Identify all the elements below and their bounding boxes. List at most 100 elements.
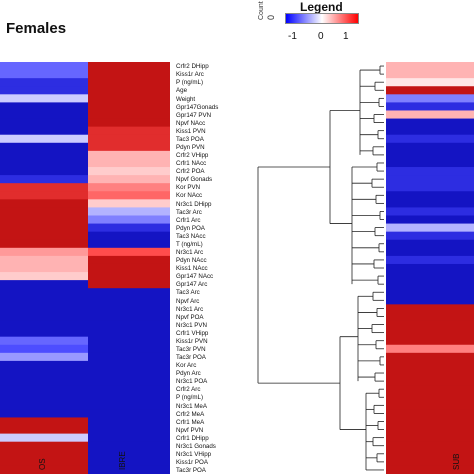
heatmap-cell bbox=[0, 150, 88, 160]
row-label: Crfr1 NAcc bbox=[176, 160, 207, 168]
heatmap-cell bbox=[88, 215, 170, 225]
heatmap-cell bbox=[88, 441, 170, 451]
heatmap-cell bbox=[88, 328, 170, 338]
heatmap-cell bbox=[386, 239, 474, 249]
heatmap-cell bbox=[386, 360, 474, 370]
heatmap-cell bbox=[0, 280, 88, 289]
legend-color-bar bbox=[285, 13, 359, 24]
heatmap-cell bbox=[0, 320, 88, 330]
heatmap-cell bbox=[88, 360, 170, 370]
row-label: Gpr147 Arc bbox=[176, 281, 208, 289]
heatmap-cell bbox=[88, 344, 170, 354]
heatmap-cell bbox=[386, 304, 474, 314]
heatmap-cell bbox=[0, 231, 88, 241]
row-label: Crfr1 Arc bbox=[176, 216, 201, 224]
row-label: Tac3r PVN bbox=[176, 345, 206, 353]
heatmap-cell bbox=[386, 425, 474, 435]
heatmap-cell bbox=[88, 86, 170, 95]
row-label: Pdyn Arc bbox=[176, 370, 201, 378]
heatmap-cell bbox=[0, 142, 88, 152]
heatmap-cell bbox=[0, 183, 88, 192]
heatmap-cell bbox=[0, 263, 88, 273]
heatmap-cell bbox=[88, 368, 170, 378]
row-label: Kiss1r Arc bbox=[176, 71, 204, 79]
heatmap-cell bbox=[386, 263, 474, 273]
heatmap-cell bbox=[88, 377, 170, 386]
row-label: Pdyn POA bbox=[176, 224, 205, 232]
row-label: Tac3r Arc bbox=[176, 208, 202, 216]
row-label: Kiss1r PVN bbox=[176, 337, 208, 345]
row-label: Nr3c1 Gonads bbox=[176, 442, 216, 450]
heatmap-cell bbox=[88, 199, 170, 209]
heatmap-cell bbox=[0, 247, 88, 257]
heatmap-cell bbox=[386, 231, 474, 241]
row-label: T (ng/mL) bbox=[176, 240, 203, 248]
heatmap-cell bbox=[0, 401, 88, 410]
heatmap-cell bbox=[88, 280, 170, 289]
heatmap-cell bbox=[88, 296, 170, 305]
heatmap-cell bbox=[0, 86, 88, 95]
heatmap-cell bbox=[0, 288, 88, 297]
heatmap-cell bbox=[386, 158, 474, 168]
heatmap-cell bbox=[386, 328, 474, 338]
heatmap-cell bbox=[386, 255, 474, 265]
heatmap-cell bbox=[88, 191, 170, 200]
heatmap-cell bbox=[386, 449, 474, 459]
heatmap-cell bbox=[386, 134, 474, 144]
heatmap-cell bbox=[386, 142, 474, 152]
heatmap-cell bbox=[386, 247, 474, 257]
heatmap-cell bbox=[386, 215, 474, 225]
heatmap-cell bbox=[386, 344, 474, 354]
heatmap-cell bbox=[0, 110, 88, 120]
legend-tick-low: -1 bbox=[288, 31, 297, 42]
heatmap-cell bbox=[0, 417, 88, 427]
column-label: OS bbox=[38, 458, 47, 470]
heatmap-cell bbox=[0, 328, 88, 338]
heatmap-cell bbox=[0, 385, 88, 394]
heatmap-cell bbox=[88, 247, 170, 257]
heatmap-cell bbox=[88, 417, 170, 427]
row-label: Kor Arc bbox=[176, 362, 197, 370]
heatmap-cell bbox=[0, 175, 88, 184]
heatmap-cell bbox=[88, 401, 170, 410]
heatmap-cell bbox=[386, 312, 474, 322]
heatmap-cell bbox=[386, 465, 474, 474]
heatmap-cell bbox=[88, 433, 170, 443]
heatmap-cell bbox=[0, 344, 88, 354]
heatmap-cell bbox=[0, 199, 88, 209]
heatmap-cell bbox=[386, 336, 474, 346]
heatmap-cell bbox=[0, 409, 88, 419]
heatmap-cell bbox=[0, 78, 88, 87]
heatmap-cell bbox=[0, 102, 88, 112]
row-label: Npvf Arc bbox=[176, 297, 200, 305]
heatmap-cell bbox=[386, 62, 474, 71]
heatmap-cell bbox=[386, 199, 474, 209]
heatmap-cell bbox=[88, 70, 170, 79]
heatmap-cell bbox=[88, 409, 170, 419]
heatmap-cell bbox=[0, 223, 88, 233]
row-label: Kiss1r POA bbox=[176, 459, 208, 467]
heatmap-cell bbox=[386, 320, 474, 330]
row-label: Kiss1 NAcc bbox=[176, 265, 208, 273]
heatmap-cell bbox=[0, 433, 88, 443]
row-label: Crfr2 MeA bbox=[176, 410, 205, 418]
row-label: Tac3r POA bbox=[176, 467, 206, 474]
heatmap-cell bbox=[0, 360, 88, 370]
heatmap-cell bbox=[386, 296, 474, 305]
heatmap-cell bbox=[386, 385, 474, 394]
heatmap-cell bbox=[386, 183, 474, 192]
row-label: Kor PVN bbox=[176, 184, 201, 192]
heatmap-cell bbox=[88, 207, 170, 217]
heatmap-cell bbox=[88, 312, 170, 322]
row-label: Crfr2 POA bbox=[176, 168, 205, 176]
heatmap-cell bbox=[88, 320, 170, 330]
heatmap-cell bbox=[386, 191, 474, 200]
legend-tick-mid: 0 bbox=[318, 31, 324, 42]
chart-title: Females bbox=[6, 20, 67, 37]
heatmap-cell bbox=[88, 102, 170, 112]
row-dendrogram bbox=[257, 65, 384, 471]
row-label: Pdyn PVN bbox=[176, 144, 205, 152]
heatmap-cell bbox=[0, 158, 88, 168]
heatmap-cell bbox=[88, 62, 170, 71]
